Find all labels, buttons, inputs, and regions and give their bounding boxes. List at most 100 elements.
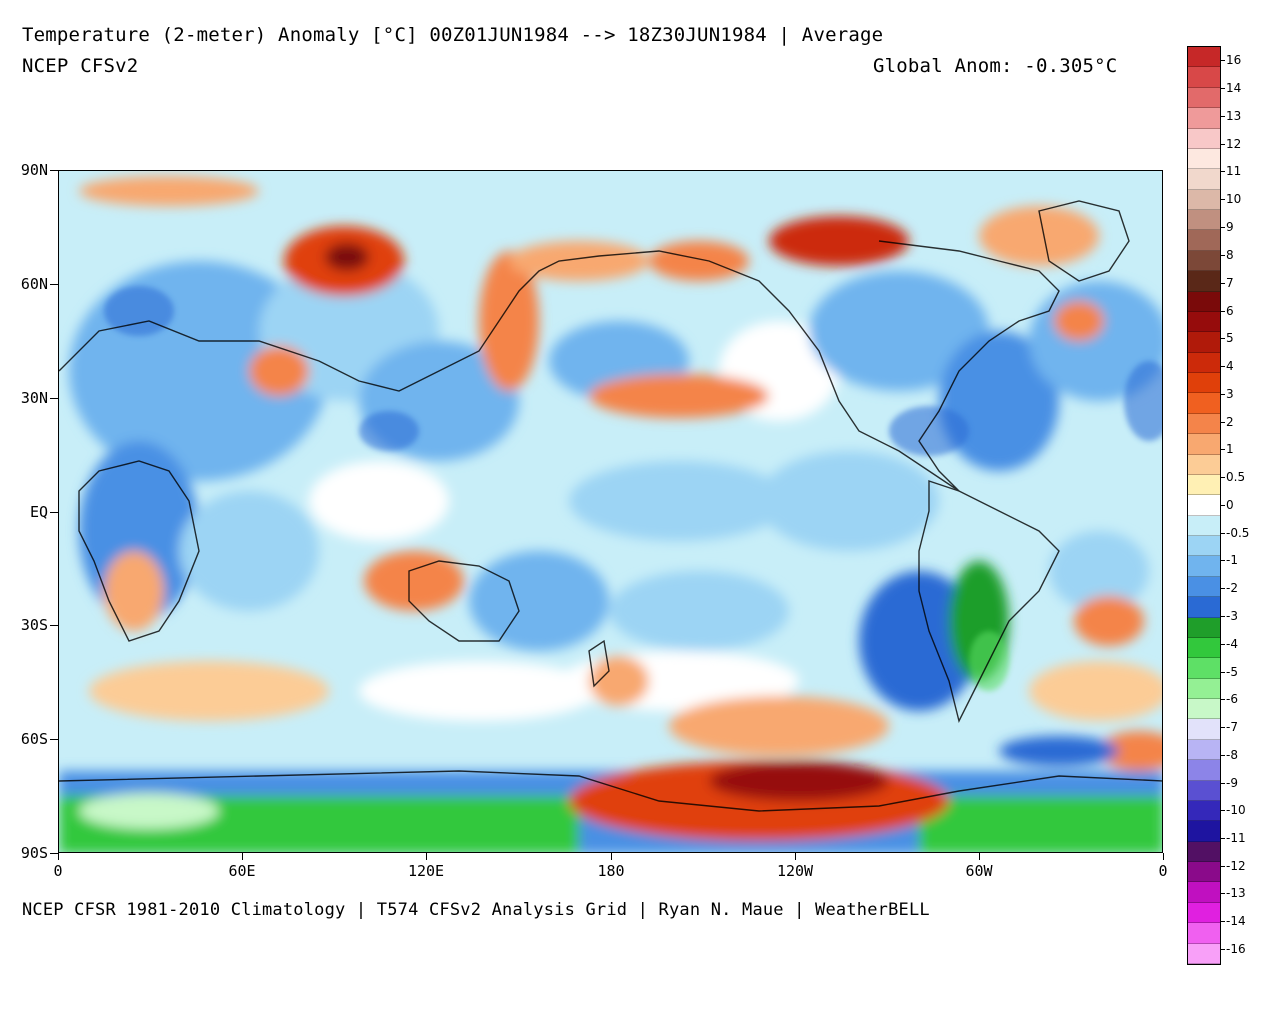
colorbar-swatch — [1188, 617, 1220, 638]
colorbar-label: 4 — [1226, 359, 1234, 373]
lon-label: 120W — [776, 862, 814, 880]
colorbar-swatch — [1188, 821, 1220, 842]
lon-label: 0 — [53, 862, 63, 880]
colorbar-label: 2 — [1226, 415, 1234, 429]
colorbar-label: 9 — [1226, 220, 1234, 234]
colorbar-swatch — [1188, 230, 1220, 251]
lat-tick — [50, 853, 58, 854]
colorbar-label: -10 — [1226, 803, 1246, 817]
colorbar-tick — [1221, 838, 1225, 839]
lon-tick — [242, 853, 243, 860]
lat-label: 60S — [20, 730, 48, 749]
lat-label: 30N — [20, 388, 48, 407]
colorbar-label: -14 — [1226, 914, 1246, 928]
colorbar-label: 8 — [1226, 248, 1234, 262]
colorbar-swatch — [1188, 923, 1220, 944]
colorbar-swatch — [1188, 108, 1220, 129]
colorbar-swatch — [1188, 454, 1220, 475]
colorbar-label: -6 — [1226, 692, 1238, 706]
colorbar-swatch — [1188, 862, 1220, 883]
colorbar-swatch — [1188, 250, 1220, 272]
colorbar-swatch — [1188, 47, 1220, 68]
colorbar-tick — [1221, 672, 1225, 673]
colorbar-tick — [1221, 422, 1225, 423]
colorbar-tick — [1221, 171, 1225, 172]
colorbar-label: -16 — [1226, 942, 1246, 956]
colorbar-swatch — [1188, 495, 1220, 516]
colorbar-label: -2 — [1226, 581, 1238, 595]
colorbar-tick — [1221, 449, 1225, 450]
colorbar-tick — [1221, 477, 1225, 478]
model-name: NCEP CFSv2 — [22, 55, 139, 77]
lon-label: 180 — [597, 862, 625, 880]
lat-label: 30S — [20, 616, 48, 635]
colorbar-label: 1 — [1226, 442, 1234, 456]
colorbar-tick — [1221, 810, 1225, 811]
colorbar-tick — [1221, 199, 1225, 200]
colorbar-swatch — [1188, 271, 1220, 292]
colorbar-tick — [1221, 893, 1225, 894]
colorbar-label: -13 — [1226, 886, 1246, 900]
colorbar-swatch — [1188, 760, 1220, 781]
lon-tick — [58, 853, 59, 860]
colorbar-swatch — [1188, 658, 1220, 679]
colorbar-swatch — [1188, 699, 1220, 720]
lon-label: 0 — [1158, 862, 1168, 880]
colorbar-tick — [1221, 560, 1225, 561]
lon-label: 120E — [407, 862, 445, 880]
colorbar-swatch — [1188, 393, 1220, 414]
colorbar-swatch — [1188, 128, 1220, 149]
colorbar-label: -5 — [1226, 665, 1238, 679]
colorbar-tick — [1221, 366, 1225, 367]
lat-tick — [50, 170, 58, 171]
colorbar-tick — [1221, 644, 1225, 645]
colorbar-swatch — [1188, 311, 1220, 333]
colorbar-tick — [1221, 783, 1225, 784]
lat-label: EQ — [29, 502, 48, 521]
colorbar-label: -11 — [1226, 831, 1246, 845]
colorbar-swatch — [1188, 352, 1220, 373]
colorbar-tick — [1221, 116, 1225, 117]
colorbar-tick — [1221, 533, 1225, 534]
lon-tick — [426, 853, 427, 860]
colorbar-swatch — [1188, 332, 1220, 353]
colorbar-label: 0 — [1226, 498, 1234, 512]
colorbar-label: 16 — [1226, 53, 1242, 67]
colorbar-label: -12 — [1226, 859, 1246, 873]
lat-label: 90N — [20, 161, 48, 179]
colorbar-label: 5 — [1226, 331, 1234, 345]
colorbar-label: 13 — [1226, 109, 1242, 123]
colorbar-swatch — [1188, 637, 1220, 659]
colorbar-swatch — [1188, 434, 1220, 455]
colorbar-label: 14 — [1226, 81, 1242, 95]
lon-tick — [979, 853, 980, 860]
colorbar-swatch — [1188, 882, 1220, 903]
colorbar-swatch — [1188, 943, 1220, 964]
colorbar-swatch — [1188, 189, 1220, 210]
colorbar-label: 12 — [1226, 137, 1242, 151]
lon-tick — [611, 853, 612, 860]
anomaly-map — [58, 170, 1163, 853]
colorbar-tick — [1221, 866, 1225, 867]
colorbar-label: 6 — [1226, 304, 1234, 318]
colorbar-swatch — [1188, 719, 1220, 740]
colorbar-swatch — [1188, 515, 1220, 536]
colorbar-swatch — [1188, 739, 1220, 761]
colorbar-swatch — [1188, 597, 1220, 618]
colorbar-tick — [1221, 505, 1225, 506]
lat-label: 60N — [20, 274, 48, 293]
colorbar-swatch — [1188, 474, 1220, 496]
colorbar-tick — [1221, 394, 1225, 395]
colorbar-tick — [1221, 727, 1225, 728]
colorbar-swatch — [1188, 413, 1220, 435]
colorbar-swatch — [1188, 373, 1220, 394]
colorbar-swatch — [1188, 902, 1220, 924]
colorbar-tick — [1221, 283, 1225, 284]
footer-credit: NCEP CFSR 1981-2010 Climatology | T574 C… — [22, 900, 930, 920]
lat-tick — [50, 511, 58, 513]
colorbar-tick — [1221, 255, 1225, 256]
colorbar-tick — [1221, 60, 1225, 61]
global-anomaly: Global Anom: -0.305°C — [873, 55, 1118, 77]
lon-label: 60E — [228, 862, 256, 880]
colorbar-swatch — [1188, 291, 1220, 312]
